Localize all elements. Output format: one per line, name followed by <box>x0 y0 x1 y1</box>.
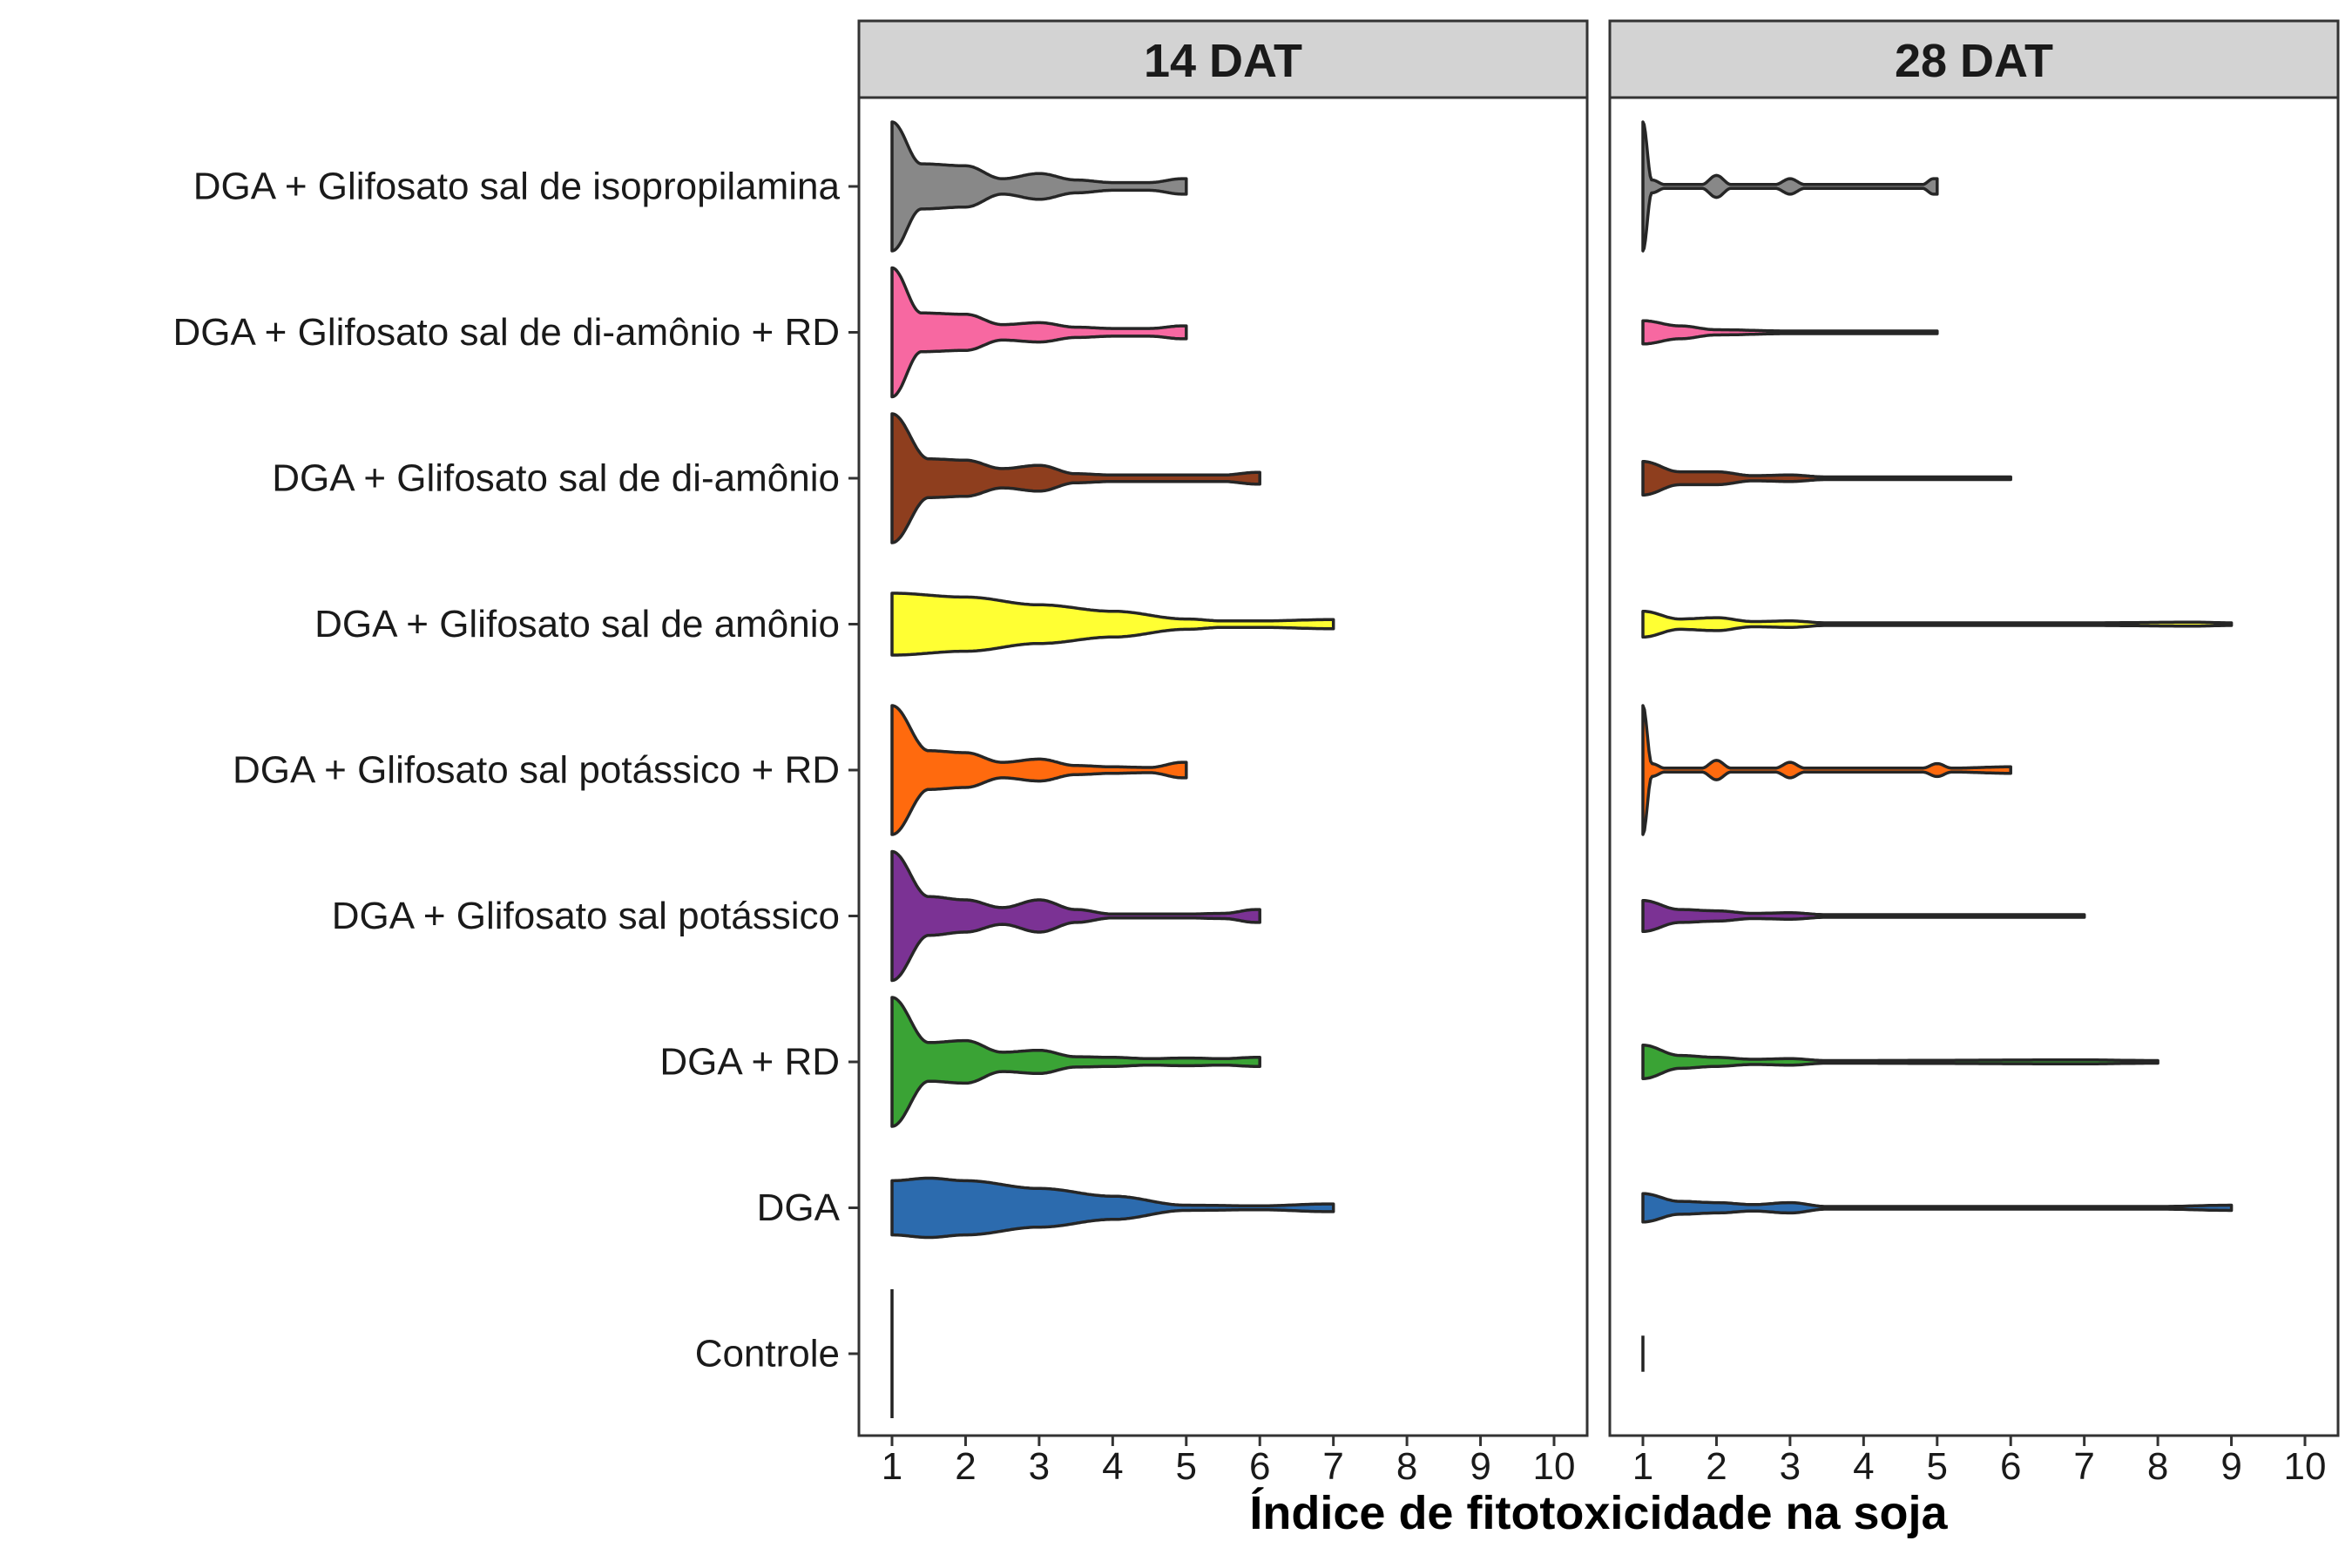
y-tick-label-dga-rd: DGA + RD <box>659 1041 840 1084</box>
panel-strip-28-dat <box>1608 19 2340 99</box>
panel-strip-14-dat <box>857 19 1589 99</box>
violin-14-dat-dga-glifosato-sal-de-di-am-nio <box>890 412 1261 544</box>
panel-title-14-dat: 14 DAT <box>1144 35 1302 87</box>
x-tick-label-14-dat-1: 1 <box>882 1445 902 1488</box>
x-tick-label-28-dat-9: 9 <box>2220 1445 2241 1488</box>
x-tick-label-28-dat-1: 1 <box>1632 1445 1653 1488</box>
violin-14-dat-dga <box>890 1176 1335 1240</box>
x-tick-label-28-dat-5: 5 <box>1927 1445 1948 1488</box>
x-axis-14-dat: 1 2 3 4 5 6 7 8 9 10 <box>882 1436 1576 1488</box>
panel-28-dat: 28 DAT 1 2 3 4 5 6 7 8 9 10 <box>1608 19 2340 1488</box>
y-tick-label-controle: Controle <box>695 1333 840 1375</box>
x-tick-label-14-dat-10: 10 <box>1533 1445 1576 1488</box>
y-tick-label-dga-glifosato-sal-de-di-am-nio: DGA + Glifosato sal de di-amônio <box>272 457 840 500</box>
violin-14-dat-dga-rd <box>890 996 1261 1128</box>
x-tick-label-14-dat-7: 7 <box>1322 1445 1343 1488</box>
panel-title-28-dat: 28 DAT <box>1895 35 2053 87</box>
panel-14-dat: 14 DAT 1 2 3 4 5 6 7 8 9 10 <box>857 19 1589 1488</box>
x-tick-label-28-dat-6: 6 <box>2000 1445 2021 1488</box>
y-axis: DGA + Glifosato sal de isopropilamina DGA… <box>173 166 859 1375</box>
x-tick-label-14-dat-4: 4 <box>1102 1445 1123 1488</box>
violin-14-dat-dga-glifosato-sal-pot-ssico <box>890 849 1261 983</box>
x-tick-label-28-dat-4: 4 <box>1853 1445 1874 1488</box>
violin-28-dat-dga-glifosato-sal-de-di-am-nio <box>1641 460 2012 497</box>
violin-28-dat-dga-glifosato-sal-pot-ssico-rd <box>1641 704 2012 836</box>
y-tick-label-dga: DGA <box>757 1186 841 1229</box>
violin-14-dat-dga-glifosato-sal-de-isopropilamina <box>890 120 1188 253</box>
violin-28-dat-dga-rd <box>1641 1044 2159 1080</box>
y-tick-label-dga-glifosato-sal-de-isopropilamina: DGA + Glifosato sal de isopropilamina <box>193 166 841 208</box>
x-tick-label-14-dat-9: 9 <box>1470 1445 1490 1488</box>
violin-14-dat-dga-glifosato-sal-pot-ssico-rd <box>890 704 1188 836</box>
violin-28-dat-dga-glifosato-sal-pot-ssico <box>1641 898 2086 934</box>
y-tick-label-dga-glifosato-sal-pot-ssico-rd: DGA + Glifosato sal potássico + RD <box>233 749 840 792</box>
x-tick-label-14-dat-3: 3 <box>1029 1445 1050 1488</box>
x-tick-label-14-dat-6: 6 <box>1249 1445 1270 1488</box>
violin-28-dat-dga-glifosato-sal-de-am-nio <box>1641 609 2234 639</box>
x-axis-28-dat: 1 2 3 4 5 6 7 8 9 10 <box>1632 1436 2327 1488</box>
x-tick-label-28-dat-2: 2 <box>1706 1445 1727 1488</box>
violin-14-dat-dga-glifosato-sal-de-am-nio <box>890 591 1335 657</box>
x-axis-title: Índice de fitotoxicidade na soja <box>1249 1487 1948 1539</box>
violins-28-dat <box>1641 120 2234 1372</box>
y-tick-label-dga-glifosato-sal-pot-ssico: DGA + Glifosato sal potássico <box>332 895 840 937</box>
x-tick-label-28-dat-3: 3 <box>1780 1445 1801 1488</box>
x-tick-label-14-dat-5: 5 <box>1176 1445 1197 1488</box>
violin-28-dat-dga-glifosato-sal-de-di-am-nio-rd <box>1641 319 1939 346</box>
x-tick-label-28-dat-10: 10 <box>2284 1445 2327 1488</box>
violin-28-dat-dga-glifosato-sal-de-isopropilamina <box>1641 120 1939 253</box>
y-tick-label-dga-glifosato-sal-de-am-nio: DGA + Glifosato sal de amônio <box>314 603 840 645</box>
x-tick-label-28-dat-7: 7 <box>2073 1445 2094 1488</box>
violin-14-dat-dga-glifosato-sal-de-di-am-nio-rd <box>890 266 1188 399</box>
violin-28-dat-dga <box>1641 1192 2234 1224</box>
violins-14-dat <box>890 120 1335 1418</box>
x-tick-label-14-dat-2: 2 <box>955 1445 976 1488</box>
x-tick-label-14-dat-8: 8 <box>1396 1445 1417 1488</box>
y-tick-label-dga-glifosato-sal-de-di-am-nio-rd: DGA + Glifosato sal de di-amônio + RD <box>173 311 840 354</box>
x-tick-label-28-dat-8: 8 <box>2147 1445 2168 1488</box>
